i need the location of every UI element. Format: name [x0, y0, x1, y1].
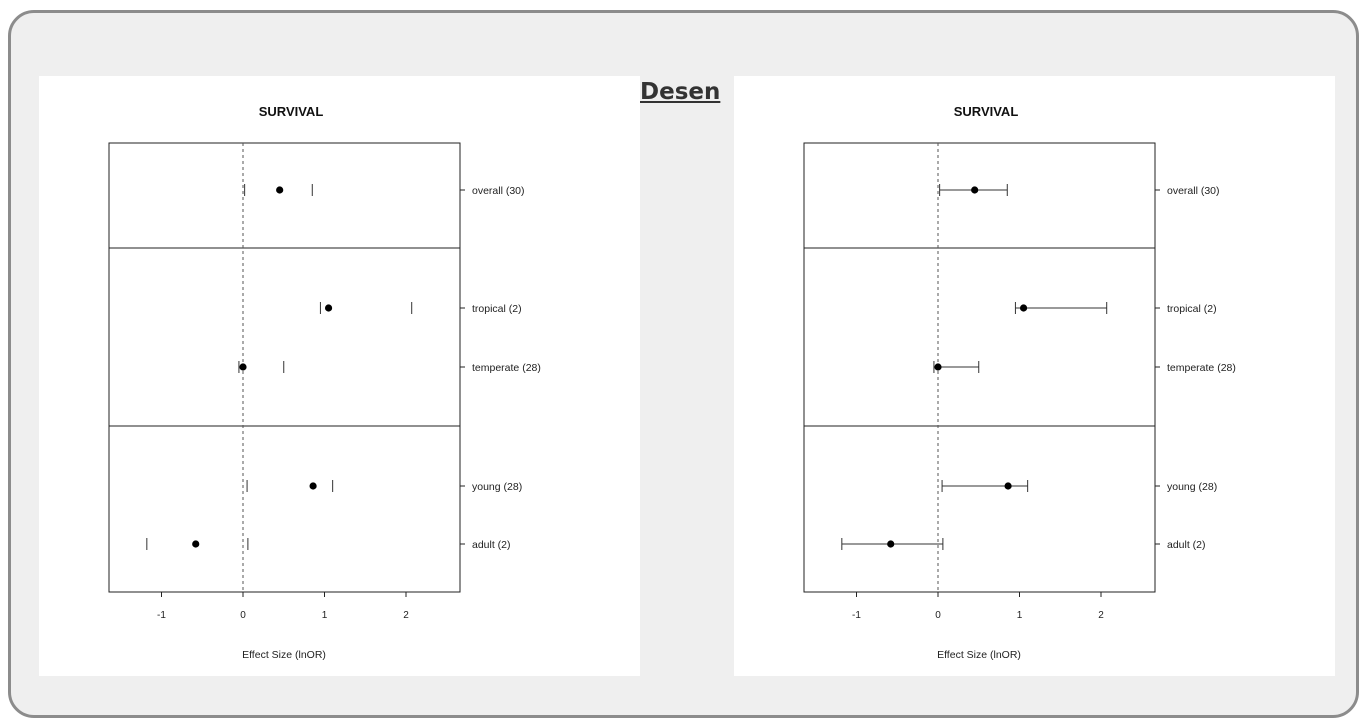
row-label: overall (30) — [472, 185, 525, 197]
chart-title: SURVIVAL — [259, 104, 324, 119]
row-label: tropical (2) — [472, 303, 522, 315]
estimate-point — [887, 540, 895, 548]
x-tick-label: 0 — [935, 610, 941, 621]
row-label: adult (2) — [472, 539, 511, 551]
forest-plot-right-panel: SURVIVAL -1 0 1 2 Effect Size (lnOR) overall (… — [734, 76, 1335, 676]
x-axis-label: Effect Size (lnOR) — [937, 649, 1021, 661]
estimate-point — [309, 482, 317, 490]
x-tick-label: -1 — [157, 610, 166, 621]
estimate-point — [324, 304, 333, 312]
x-tick-label: 0 — [240, 610, 246, 621]
forest-plot-left: SURVIVAL -1 0 2 1 Effect Size (lnOR) overall (… — [108, 104, 541, 661]
x-tick-label: 2 — [403, 610, 409, 621]
estimate-point — [1019, 304, 1028, 312]
forest-plot-left-panel: SURVIVAL -1 0 2 1 Effect Size (lnOR) overall (… — [39, 76, 640, 676]
estimate-point — [934, 363, 942, 371]
row-label: adult (2) — [1167, 539, 1206, 551]
x-tick-label: 2 — [1098, 610, 1104, 621]
estimate-point — [971, 186, 979, 194]
x-axis-label: Effect Size (lnOR) — [242, 649, 326, 661]
x-tick-label: 1 — [322, 610, 328, 621]
row-label: tropical (2) — [1167, 303, 1217, 315]
estimate-point — [239, 363, 247, 371]
chart-title: SURVIVAL — [954, 104, 1019, 119]
plot-frame — [108, 142, 461, 593]
plot-frame — [803, 142, 1156, 593]
forest-plot-right: SURVIVAL -1 0 1 2 Effect Size (lnOR) overall (… — [803, 104, 1236, 661]
row-label: young (28) — [472, 481, 522, 493]
caption-link[interactable]: Desen — [640, 79, 721, 105]
row-label: temperate (28) — [1167, 362, 1236, 374]
row-label: temperate (28) — [472, 362, 541, 374]
x-tick-label: 1 — [1017, 610, 1023, 621]
estimate-point — [276, 186, 284, 194]
estimate-point — [1004, 482, 1012, 490]
row-label: overall (30) — [1167, 185, 1220, 197]
estimate-point — [192, 540, 200, 548]
row-label: young (28) — [1167, 481, 1217, 493]
x-tick-label: -1 — [852, 610, 861, 621]
